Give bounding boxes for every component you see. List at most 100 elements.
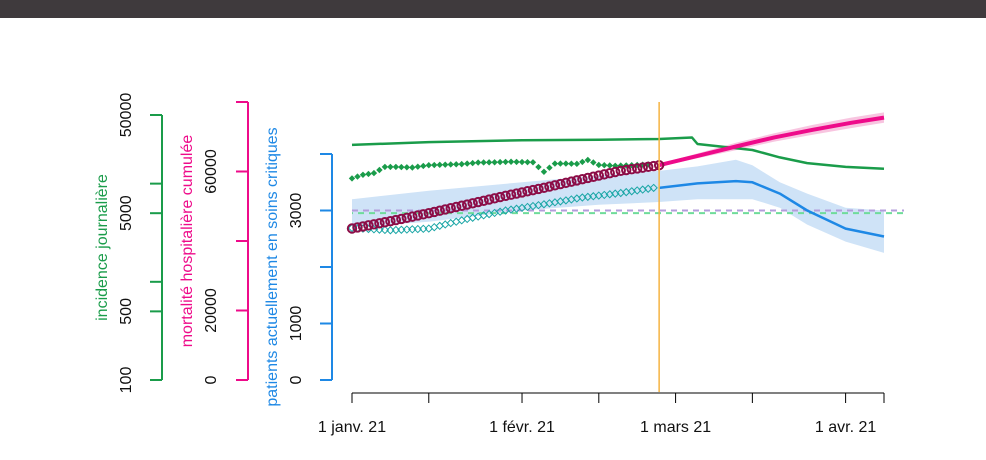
point-incidence-11 <box>409 164 416 171</box>
point-incidence-25 <box>485 159 493 166</box>
point-mortality-16 <box>434 205 445 216</box>
point-mortality-2 <box>357 221 369 232</box>
observed-points <box>346 156 665 235</box>
x-tick-label-1: 1 févr. 21 <box>489 419 555 436</box>
point-incidence-17 <box>442 161 449 168</box>
point-critical-55 <box>649 183 658 193</box>
point-mortality-6 <box>379 217 391 228</box>
point-incidence-46 <box>601 162 608 169</box>
point-mortality-17 <box>440 204 451 215</box>
point-mortality-40 <box>566 176 577 187</box>
point-mortality-51 <box>626 164 637 175</box>
point-mortality-12 <box>412 210 424 221</box>
point-mortality-48 <box>610 166 621 178</box>
point-incidence-26 <box>491 159 498 166</box>
point-mortality-37 <box>549 180 561 191</box>
point-mortality-47 <box>604 167 615 179</box>
point-mortality-19 <box>451 201 462 213</box>
point-incidence-20 <box>458 160 465 168</box>
point-mortality-26 <box>489 193 500 204</box>
point-mortality-27 <box>494 191 506 203</box>
point-incidence-37 <box>551 160 559 167</box>
point-mortality-36 <box>544 181 555 192</box>
point-mortality-31 <box>516 187 528 198</box>
point-incidence-28 <box>502 158 509 166</box>
series-lines <box>351 115 885 238</box>
point-incidence-38 <box>557 160 564 167</box>
point-mortality-28 <box>500 190 511 202</box>
y-tick-label-mortality-1: 20000 <box>203 288 220 333</box>
x-tick-label-2: 1 mars 21 <box>640 419 711 436</box>
line-mortality-4 <box>658 115 885 168</box>
point-mortality-43 <box>582 172 594 184</box>
point-mortality-46 <box>599 169 610 180</box>
point-incidence-7 <box>387 163 394 171</box>
point-mortality-54 <box>642 161 654 173</box>
point-mortality-44 <box>588 171 599 182</box>
point-incidence-3 <box>365 170 372 178</box>
point-incidence-23 <box>474 159 482 166</box>
point-incidence-41 <box>573 160 581 168</box>
point-mortality-5 <box>374 218 385 229</box>
point-mortality-33 <box>527 184 539 196</box>
y-tick-label-mortality-0: 0 <box>203 375 220 384</box>
point-mortality-42 <box>577 173 588 185</box>
point-incidence-16 <box>436 161 443 169</box>
point-incidence-18 <box>447 161 454 168</box>
point-mortality-0 <box>346 223 358 234</box>
point-incidence-29 <box>507 158 515 165</box>
point-incidence-30 <box>513 158 520 166</box>
point-incidence-27 <box>496 158 504 166</box>
point-mortality-9 <box>396 213 407 225</box>
point-incidence-6 <box>381 163 389 171</box>
point-mortality-11 <box>407 211 418 222</box>
point-mortality-53 <box>637 162 648 173</box>
point-critical-5 <box>375 225 384 234</box>
y-tick-label-mortality-2: 60000 <box>203 149 220 194</box>
point-incidence-33 <box>529 159 537 166</box>
y-axis-title-mortality: mortalité hospitalière cumulée <box>179 135 196 348</box>
window-top-bar <box>0 0 986 18</box>
point-incidence-42 <box>579 158 586 166</box>
point-mortality-13 <box>418 209 429 220</box>
y-tick-label-critical-2: 3000 <box>288 193 305 229</box>
point-incidence-14 <box>425 162 432 169</box>
point-incidence-19 <box>453 161 460 168</box>
y-tick-label-critical-1: 1000 <box>288 306 305 342</box>
x-axis: 1 janv. 21 1 févr. 21 1 mars 21 1 avr. 21 <box>318 392 885 436</box>
point-incidence-31 <box>518 158 526 166</box>
point-mortality-29 <box>505 189 517 200</box>
point-incidence-1 <box>354 173 361 180</box>
point-incidence-45 <box>595 161 603 169</box>
point-mortality-30 <box>511 188 522 199</box>
point-mortality-52 <box>631 163 643 174</box>
point-mortality-32 <box>522 186 533 197</box>
point-mortality-14 <box>423 208 434 219</box>
point-incidence-40 <box>568 160 575 167</box>
point-mortality-3 <box>363 220 374 231</box>
point-mortality-39 <box>560 177 572 189</box>
point-incidence-12 <box>414 163 422 170</box>
point-mortality-45 <box>593 170 605 181</box>
line-incidence-0 <box>351 136 885 170</box>
point-incidence-8 <box>392 163 400 171</box>
y-axes: 100 500 5000 50000 incidence journalière 0 200… <box>94 93 333 407</box>
y-axis-title-incidence: incidence journalière <box>94 174 111 321</box>
y-tick-label-incidence-3: 50000 <box>118 93 135 138</box>
point-incidence-21 <box>463 160 471 167</box>
point-incidence-49 <box>617 162 624 169</box>
y-tick-label-incidence-1: 500 <box>118 298 135 325</box>
point-mortality-50 <box>621 164 632 176</box>
point-incidence-44 <box>590 159 597 166</box>
point-mortality-34 <box>533 183 544 195</box>
point-incidence-24 <box>480 159 487 166</box>
point-incidence-10 <box>403 164 411 171</box>
point-mortality-35 <box>538 182 550 194</box>
point-incidence-22 <box>469 159 476 167</box>
point-incidence-0 <box>348 175 356 182</box>
point-mortality-8 <box>390 214 402 226</box>
point-incidence-47 <box>606 162 613 169</box>
band-critical-5 <box>659 159 884 253</box>
point-critical-6 <box>380 225 390 235</box>
point-mortality-18 <box>445 203 456 214</box>
